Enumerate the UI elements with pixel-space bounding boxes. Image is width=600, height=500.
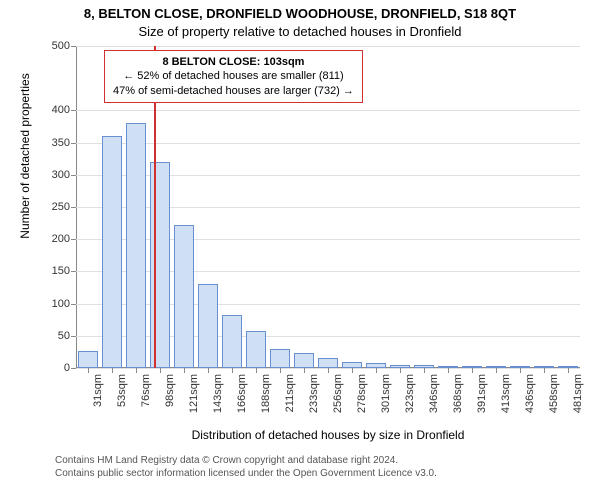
x-tick-label: 413sqm: [500, 374, 512, 413]
y-tick-label: 200: [52, 233, 76, 245]
footer-line-2: Contains public sector information licen…: [55, 467, 600, 480]
x-axis-label: Distribution of detached houses by size …: [76, 428, 580, 442]
annotation-line3: 47% of semi-detached houses are larger (…: [113, 84, 354, 98]
y-tick-label: 250: [52, 201, 76, 213]
x-tick-mark: [160, 368, 161, 373]
histogram-bar: [294, 353, 314, 368]
histogram-bar: [222, 315, 242, 368]
x-tick-label: 301sqm: [380, 374, 392, 413]
gridline: [76, 46, 580, 47]
y-tick-label: 50: [58, 330, 76, 342]
histogram-bar: [78, 351, 98, 368]
gridline: [76, 110, 580, 111]
x-tick-label: 143sqm: [212, 374, 224, 413]
histogram-bar: [198, 284, 218, 368]
x-tick-label: 391sqm: [476, 374, 488, 413]
x-tick-label: 256sqm: [332, 374, 344, 413]
x-tick-mark: [88, 368, 89, 373]
x-tick-mark: [208, 368, 209, 373]
x-tick-label: 121sqm: [188, 374, 200, 413]
annotation-line2: ← 52% of detached houses are smaller (81…: [113, 69, 354, 83]
x-tick-mark: [328, 368, 329, 373]
x-tick-mark: [232, 368, 233, 373]
x-tick-mark: [448, 368, 449, 373]
annotation-line1: 8 BELTON CLOSE: 103sqm: [113, 55, 354, 69]
y-tick-label: 350: [52, 137, 76, 149]
plot-area: 05010015020025030035040050031sqm53sqm76s…: [76, 46, 580, 368]
histogram-bar: [174, 225, 194, 368]
x-tick-mark: [136, 368, 137, 373]
chart-subtitle: Size of property relative to detached ho…: [0, 24, 600, 39]
y-tick-label: 0: [64, 362, 76, 374]
x-tick-label: 53sqm: [116, 374, 128, 407]
x-tick-mark: [112, 368, 113, 373]
histogram-bar: [150, 162, 170, 368]
histogram-bar: [126, 123, 146, 368]
histogram-bar: [246, 331, 266, 368]
histogram-bar: [318, 358, 338, 368]
annotation-box: 8 BELTON CLOSE: 103sqm← 52% of detached …: [104, 50, 363, 103]
x-tick-mark: [400, 368, 401, 373]
histogram-bar: [270, 349, 290, 368]
histogram-bar: [102, 136, 122, 368]
x-tick-label: 188sqm: [260, 374, 272, 413]
x-tick-label: 31sqm: [92, 374, 104, 407]
x-tick-label: 346sqm: [428, 374, 440, 413]
x-tick-mark: [184, 368, 185, 373]
x-tick-label: 368sqm: [452, 374, 464, 413]
x-tick-label: 166sqm: [236, 374, 248, 413]
x-tick-label: 211sqm: [284, 374, 296, 412]
x-tick-label: 233sqm: [308, 374, 320, 413]
x-tick-label: 278sqm: [356, 374, 368, 413]
y-tick-label: 100: [52, 298, 76, 310]
y-axis-label: Number of detached properties: [18, 0, 32, 317]
x-tick-label: 98sqm: [164, 374, 176, 407]
x-tick-label: 76sqm: [140, 374, 152, 407]
chart-title-address: 8, BELTON CLOSE, DRONFIELD WOODHOUSE, DR…: [0, 6, 600, 21]
x-tick-mark: [376, 368, 377, 373]
y-tick-label: 150: [52, 265, 76, 277]
y-tick-label: 400: [52, 104, 76, 116]
x-tick-label: 481sqm: [572, 374, 584, 413]
x-tick-mark: [544, 368, 545, 373]
gridline: [76, 143, 580, 144]
x-tick-mark: [496, 368, 497, 373]
chart-container: 8, BELTON CLOSE, DRONFIELD WOODHOUSE, DR…: [0, 0, 600, 500]
x-tick-label: 458sqm: [548, 374, 560, 413]
x-tick-label: 436sqm: [524, 374, 536, 413]
x-tick-mark: [352, 368, 353, 373]
x-tick-mark: [304, 368, 305, 373]
x-tick-mark: [568, 368, 569, 373]
footer-attribution: Contains HM Land Registry data © Crown c…: [0, 454, 600, 480]
y-tick-label: 500: [52, 40, 76, 52]
x-tick-mark: [256, 368, 257, 373]
x-tick-mark: [424, 368, 425, 373]
y-tick-label: 300: [52, 169, 76, 181]
footer-line-1: Contains HM Land Registry data © Crown c…: [55, 454, 600, 467]
x-tick-mark: [280, 368, 281, 373]
x-tick-label: 323sqm: [404, 374, 416, 413]
x-tick-mark: [472, 368, 473, 373]
x-tick-mark: [520, 368, 521, 373]
